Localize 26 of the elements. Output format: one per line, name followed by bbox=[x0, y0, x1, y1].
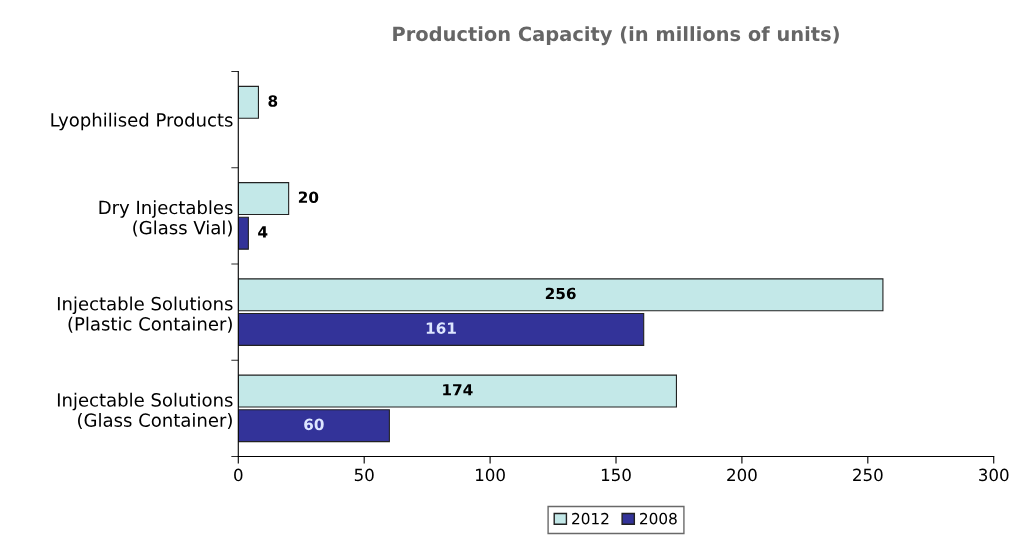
data-label: 174 bbox=[443, 384, 473, 396]
chart-title: Production Capacity (in millions of units) bbox=[393, 26, 839, 46]
data-label: 4 bbox=[258, 226, 268, 238]
x-tick-label: 50 bbox=[354, 468, 374, 482]
x-tick-label: 250 bbox=[853, 468, 883, 482]
x-tick-label: 0 bbox=[234, 468, 243, 482]
x-tick-label: 300 bbox=[979, 468, 1009, 482]
x-tick-label: 150 bbox=[601, 468, 631, 482]
bar bbox=[238, 278, 884, 312]
data-label: 8 bbox=[268, 95, 278, 107]
legend-label: 2008 bbox=[640, 512, 677, 525]
y-tick-label: Dry Injectables (Glass Vial) bbox=[99, 200, 233, 237]
y-tick-label: Injectable Solutions (Glass Container) bbox=[57, 392, 233, 430]
bar bbox=[238, 216, 249, 250]
x-tick-label: 100 bbox=[476, 468, 505, 482]
legend-label: 2012 bbox=[572, 512, 609, 525]
y-tick-label: Lyophilised Products bbox=[51, 112, 233, 131]
data-label: 20 bbox=[298, 191, 319, 203]
bar bbox=[238, 312, 645, 346]
bar bbox=[238, 182, 290, 216]
y-tick-label: Injectable Solutions (Plastic Container) bbox=[57, 296, 233, 333]
data-label: 256 bbox=[545, 287, 576, 300]
x-tick-label: 200 bbox=[727, 468, 757, 482]
data-label: 161 bbox=[426, 322, 456, 334]
data-label: 60 bbox=[304, 418, 324, 431]
bar bbox=[238, 85, 259, 119]
